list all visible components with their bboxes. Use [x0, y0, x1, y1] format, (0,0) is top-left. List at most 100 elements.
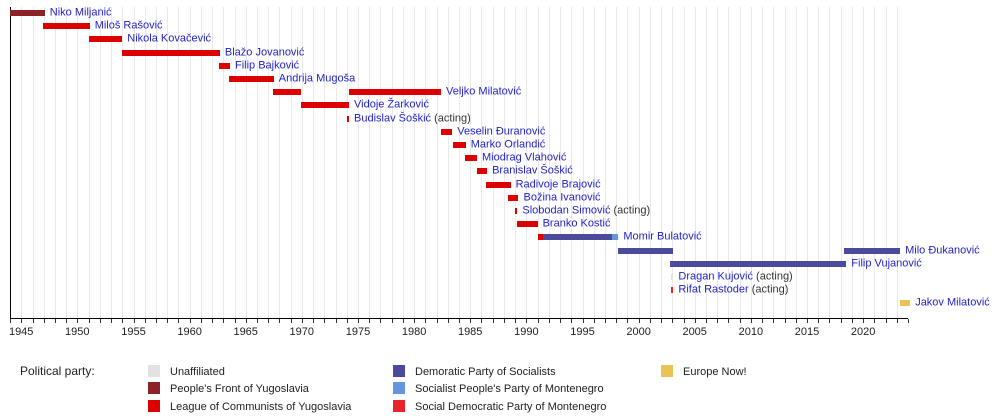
year-gridline [503, 7, 505, 318]
person-name-link[interactable]: Miodrag Vlahović [482, 151, 567, 164]
person-name-link[interactable]: Jakov Milatović [915, 296, 990, 309]
person-label: Miloš Rašović [94, 19, 163, 32]
axis-tick [672, 319, 674, 323]
axis-year-label: 1955 [121, 326, 146, 338]
year-gridline [885, 7, 887, 318]
year-gridline [234, 7, 236, 318]
term-bar [441, 128, 453, 135]
term-bar [88, 36, 123, 43]
person-label: Slobodan Simović (acting) [522, 204, 651, 217]
axis-tick [604, 319, 606, 323]
axis-tick [773, 319, 775, 323]
person-label: Blažo Jovanović [225, 47, 305, 58]
person-name-link[interactable]: Blažo Jovanović [224, 46, 305, 59]
axis-tick [234, 319, 236, 323]
year-gridline [818, 7, 820, 318]
axis-tick [908, 319, 909, 323]
year-gridline [560, 7, 561, 318]
person-label: Rifat Rastoder (acting) [678, 283, 788, 296]
axis-tick [436, 319, 438, 323]
person-name-link[interactable]: Radivoje Brajović [515, 178, 601, 191]
axis-tick [133, 319, 135, 323]
axis-tick [874, 319, 876, 323]
legend-label-sdp: Social Democratic Party of Montenegro [415, 400, 607, 413]
person-name-link[interactable]: Budislav Šoškić [354, 112, 432, 125]
axis-year-label: 2020 [850, 326, 876, 338]
year-gridline [784, 7, 786, 318]
person-name-link[interactable]: Vidoje Žarković [354, 98, 429, 111]
person-name-link[interactable]: Milo Đukanović [905, 244, 980, 257]
axis-tick [380, 319, 382, 323]
person-name-link[interactable]: Niko Miljanić [49, 6, 112, 19]
year-gridline [32, 7, 34, 318]
axis-tick [111, 319, 112, 323]
year-gridline [526, 7, 528, 318]
person-name-link[interactable]: Veljko Milatović [446, 85, 522, 98]
legend-label-lcy: League of Communists of Yugoslavia [170, 400, 352, 413]
legend-swatch-dps [393, 365, 405, 377]
axis-tick [784, 319, 786, 323]
axis-year-label: 1990 [514, 326, 539, 338]
axis-tick [616, 319, 618, 323]
acting-suffix: (acting) [752, 270, 793, 283]
acting-suffix: (acting) [610, 204, 651, 217]
term-bar [300, 102, 349, 109]
axis-tick [414, 319, 416, 323]
axis-tick [21, 319, 23, 323]
axis-tick [66, 319, 68, 323]
year-gridline [99, 7, 101, 318]
year-gridline [335, 7, 337, 318]
year-gridline [111, 7, 112, 318]
term-bar [537, 234, 544, 241]
person-name-link[interactable]: Rifat Rastoder [678, 283, 749, 296]
axis-tick [896, 319, 898, 323]
person-name-link[interactable]: Miloš Rašović [94, 19, 163, 32]
axis-tick [638, 319, 640, 323]
plot-left-border [10, 7, 11, 318]
person-name-link[interactable]: Slobodan Simović [522, 204, 611, 217]
axis-tick [402, 319, 404, 323]
year-gridline [402, 7, 404, 318]
axis-tick [122, 319, 124, 323]
axis-tick [335, 319, 337, 323]
year-gridline [616, 7, 618, 318]
year-gridline [750, 7, 752, 318]
axis-tick [537, 319, 539, 323]
person-name-link[interactable]: Branko Kostić [542, 217, 611, 230]
axis-year-label: 2010 [738, 326, 764, 338]
person-name-link[interactable]: Božina Ivanović [523, 191, 601, 204]
person-name-link[interactable]: Branislav Šoškić [492, 164, 573, 177]
person-name-link[interactable]: Momir Bulatović [623, 230, 702, 243]
axis-year-label: 2015 [794, 326, 820, 338]
axis-tick [144, 319, 146, 323]
term-bar [900, 300, 911, 307]
person-name-link[interactable]: Nikola Kovačević [127, 32, 212, 45]
axis-year-label: 1980 [401, 326, 427, 338]
axis-tick [818, 319, 820, 323]
year-gridline [694, 7, 696, 318]
axis-tick [481, 319, 483, 323]
person-name-link[interactable]: Dragan Kujović [678, 270, 753, 283]
person-label: Branko Kostić [542, 217, 611, 230]
axis-tick [627, 319, 629, 323]
axis-year-label: 1985 [457, 326, 483, 338]
person-name-link[interactable]: Marko Orlandić [470, 138, 546, 151]
person-label: Veljko Milatović [446, 85, 522, 98]
year-gridline [728, 7, 730, 318]
person-name-link[interactable]: Veselin Đuranović [457, 125, 546, 138]
legend-swatch-pfy [148, 382, 160, 395]
person-name-link[interactable]: Filip Vujanović [851, 257, 922, 270]
year-gridline [391, 7, 393, 318]
year-gridline [178, 7, 180, 318]
axis-tick [459, 319, 460, 323]
axis-tick [515, 319, 517, 323]
axis-year-label: 1965 [233, 326, 258, 338]
year-gridline [245, 7, 247, 318]
person-name-link[interactable]: Andrija Mugoša [278, 72, 356, 85]
person-name-link[interactable]: Filip Bajković [235, 59, 300, 72]
year-gridline [649, 7, 651, 318]
axis-tick [503, 319, 505, 323]
legend-label-dps: Demoratic Party of Socialists [415, 366, 556, 378]
axis-tick [358, 319, 359, 323]
year-gridline [167, 7, 169, 318]
